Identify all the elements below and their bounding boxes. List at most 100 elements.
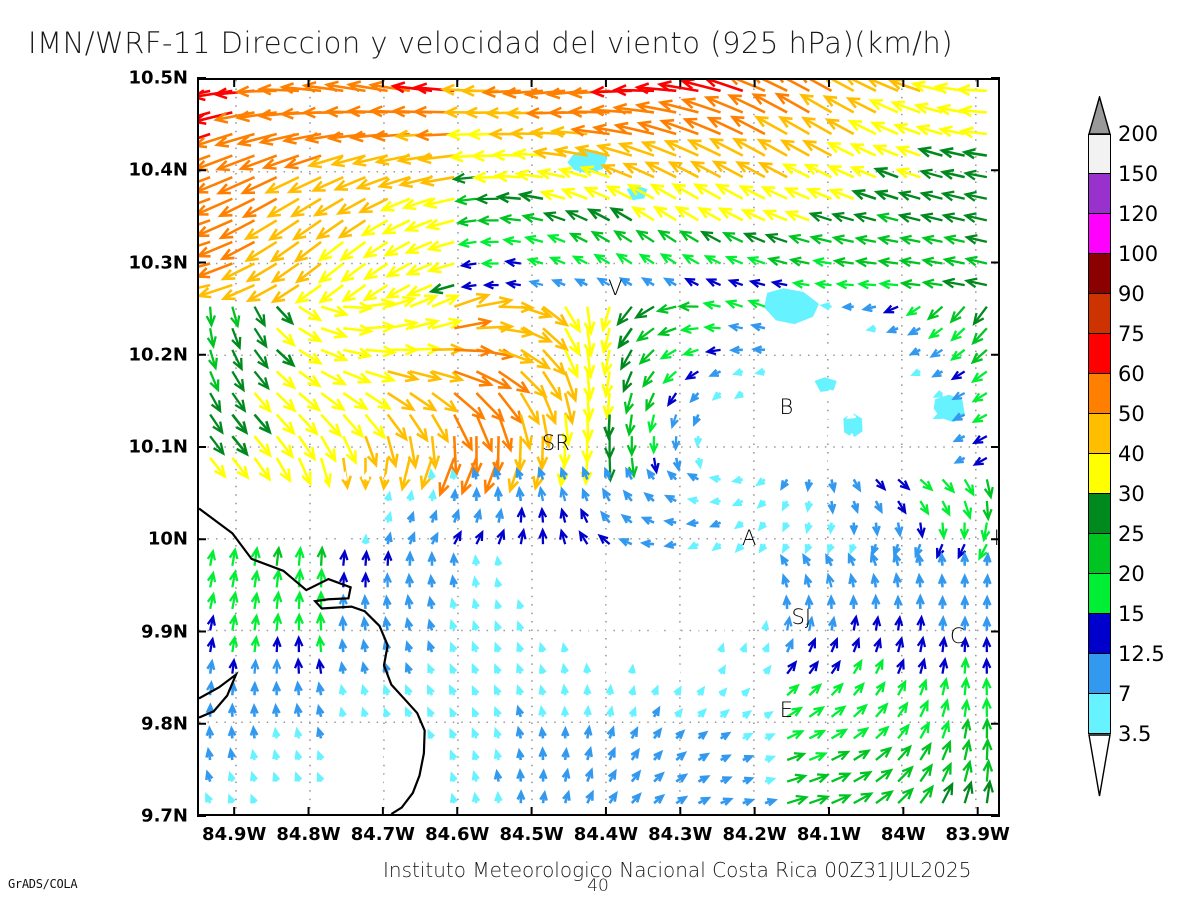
wind-arrow [424, 218, 455, 231]
wind-arrow [652, 205, 677, 222]
wind-arrow [960, 573, 970, 588]
wind-arrow [957, 105, 987, 118]
wind-arrow [493, 170, 521, 183]
wind-arrow [809, 234, 832, 245]
wind-arrow [427, 573, 437, 588]
wind-arrow [959, 522, 970, 541]
wind-arrow [640, 140, 677, 157]
wind-arrow [819, 302, 832, 311]
wind-arrow [293, 680, 303, 696]
wind-arrow [896, 658, 905, 675]
wind-arrow [921, 278, 943, 289]
wind-arrow [696, 685, 706, 696]
wind-arrow [580, 507, 589, 524]
wind-arrow [804, 594, 814, 609]
x-axis-tick-label: 84W [880, 824, 926, 845]
wind-arrow [429, 531, 439, 545]
wind-arrow [406, 510, 415, 524]
wind-arrow [199, 283, 211, 289]
wind-arrow [571, 255, 588, 265]
wind-arrow [228, 635, 239, 653]
wind-arrow [294, 492, 303, 503]
wind-arrow [346, 80, 388, 93]
wind-arrow [960, 615, 970, 631]
wind-arrow [605, 557, 614, 568]
wind-arrow [227, 702, 237, 717]
y-axis-tick-label: 10.3N [128, 252, 188, 273]
wind-arrow [507, 457, 523, 494]
wind-arrow [494, 555, 503, 566]
wind-arrow [523, 87, 566, 100]
wind-arrow [871, 522, 881, 537]
colorbar-tick-label: 150 [1118, 162, 1159, 186]
wind-arrow [362, 240, 389, 259]
wind-arrow [753, 115, 788, 136]
wind-arrow [315, 611, 326, 631]
wind-arrow [742, 710, 753, 719]
wind-arrow [941, 277, 965, 289]
wind-arrow [805, 615, 815, 631]
wind-arrow [802, 553, 812, 567]
wind-arrow [951, 391, 966, 401]
wind-arrow [808, 706, 826, 718]
wind-arrow [583, 662, 592, 674]
wind-arrow [938, 522, 948, 541]
wind-arrow [209, 392, 222, 414]
wind-arrow [824, 411, 834, 420]
wind-arrow [515, 467, 524, 480]
wind-arrow [828, 188, 855, 200]
wind-arrow [763, 688, 773, 698]
wind-arrow [761, 209, 788, 222]
wind-arrow [427, 618, 436, 631]
wind-arrow [219, 240, 256, 261]
wind-arrow [782, 594, 792, 610]
wind-arrow [431, 370, 465, 383]
wind-arrow [800, 367, 811, 376]
wind-arrow [611, 84, 655, 97]
wind-arrow [405, 706, 413, 718]
wind-arrow [656, 326, 677, 337]
wind-arrow [953, 455, 966, 464]
wind-arrow [805, 456, 814, 467]
wind-arrow [199, 240, 211, 247]
wind-arrow [474, 193, 499, 205]
wind-arrow [319, 435, 337, 464]
wind-arrow [605, 579, 614, 590]
wind-arrow [293, 537, 303, 547]
wind-arrow [199, 175, 211, 183]
wind-arrow [595, 143, 633, 157]
wind-arrow [779, 389, 789, 397]
wind-arrow [339, 513, 348, 524]
wind-arrow [383, 470, 392, 481]
wind-arrow [960, 594, 970, 609]
wind-arrow [315, 634, 326, 653]
wind-arrow [361, 470, 370, 481]
wind-arrow [645, 392, 656, 412]
wind-arrow [685, 518, 699, 528]
wind-arrow [972, 456, 988, 466]
wind-arrow [687, 541, 699, 550]
wind-arrow [963, 277, 988, 289]
wind-arrow [267, 219, 300, 241]
wind-arrow [683, 277, 699, 287]
wind-arrow [766, 256, 788, 267]
wind-arrow [708, 138, 744, 157]
wind-arrow [298, 392, 322, 412]
wind-arrow [738, 456, 747, 467]
wind-arrow [791, 279, 810, 289]
wind-arrow [887, 80, 921, 93]
wind-arrow [921, 234, 943, 245]
colorbar-tick-label: 12.5 [1118, 642, 1165, 666]
wind-arrow [932, 411, 944, 420]
wind-arrow [672, 664, 681, 675]
wind-arrow [542, 211, 566, 222]
wind-arrow [339, 548, 349, 566]
wind-arrow [932, 390, 944, 398]
wind-arrow [342, 413, 365, 439]
wind-arrow [728, 345, 743, 355]
wind-arrow [777, 302, 788, 311]
colorbar-band [1088, 454, 1111, 494]
wind-arrow [727, 322, 743, 332]
wind-arrow [516, 556, 525, 567]
wind-arrow [857, 279, 876, 290]
